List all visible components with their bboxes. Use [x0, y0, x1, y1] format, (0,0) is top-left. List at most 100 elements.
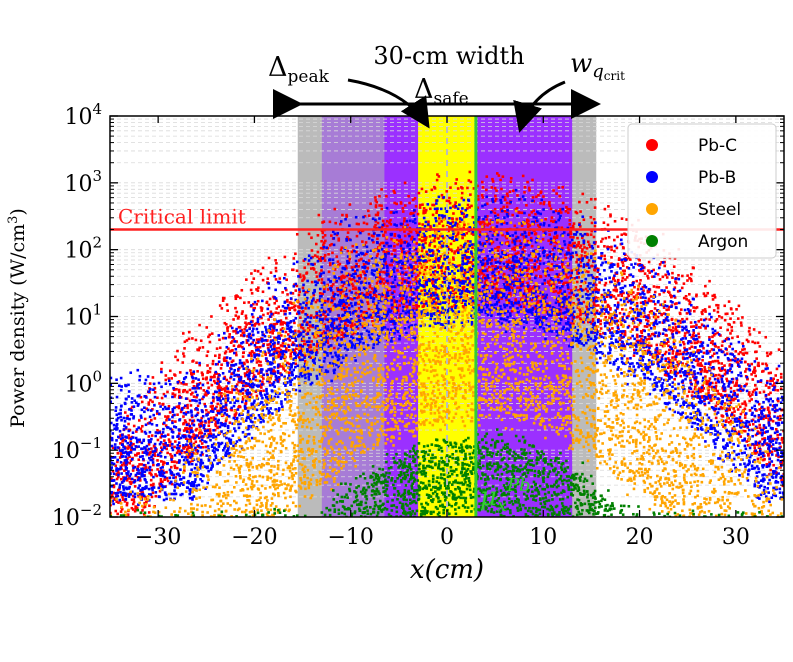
data-point [184, 397, 188, 400]
data-point [594, 278, 598, 281]
data-point [780, 436, 784, 440]
data-point [113, 498, 116, 501]
data-point [725, 379, 729, 383]
data-point [330, 317, 333, 321]
data-point [710, 315, 713, 319]
data-point [655, 285, 659, 289]
data-point [224, 323, 228, 326]
data-point [691, 266, 695, 269]
data-point [369, 296, 373, 300]
data-point [462, 285, 466, 289]
data-point [339, 222, 342, 226]
data-point [443, 214, 446, 218]
data-point [753, 458, 756, 462]
data-point [711, 340, 714, 343]
data-point [117, 472, 120, 475]
data-point [769, 438, 773, 441]
data-point [375, 281, 379, 285]
data-point [639, 296, 643, 299]
data-point [187, 427, 191, 431]
data-point [429, 278, 433, 282]
data-point [559, 305, 563, 308]
data-point [192, 372, 196, 375]
data-point [390, 263, 394, 267]
data-point [227, 347, 230, 350]
data-point [659, 303, 662, 307]
data-point [576, 270, 579, 274]
data-point [669, 369, 673, 373]
data-point [351, 244, 355, 248]
data-point [550, 263, 554, 266]
data-point [116, 452, 120, 455]
data-point [236, 369, 240, 372]
data-point [741, 429, 745, 433]
data-point [494, 287, 498, 290]
data-point [674, 328, 677, 331]
data-point [521, 247, 525, 251]
data-point [723, 372, 727, 376]
data-point [148, 415, 152, 419]
data-point [166, 433, 170, 436]
data-point [235, 331, 238, 335]
data-point [302, 259, 306, 262]
data-point [517, 211, 521, 214]
data-point [712, 352, 716, 356]
data-point [185, 428, 189, 432]
data-point [205, 393, 208, 397]
data-point [139, 427, 143, 431]
data-point [266, 346, 270, 350]
data-point [382, 241, 385, 245]
data-point [140, 463, 144, 466]
data-point [188, 460, 192, 464]
data-point [767, 424, 771, 427]
data-point [238, 366, 241, 370]
data-point [614, 289, 617, 292]
data-point [255, 288, 258, 291]
data-point [625, 218, 628, 221]
data-point [303, 320, 306, 323]
data-point [595, 288, 599, 291]
data-point [191, 337, 194, 340]
data-point [314, 271, 318, 274]
data-point [301, 310, 304, 314]
data-point [438, 222, 441, 225]
data-point [766, 354, 769, 358]
data-point [553, 235, 556, 239]
data-point [538, 305, 542, 309]
data-point [493, 199, 497, 203]
data-point [493, 226, 496, 230]
data-point [241, 351, 245, 355]
data-point [332, 283, 335, 286]
data-point [710, 385, 714, 389]
data-point [348, 289, 352, 293]
data-point [633, 325, 636, 329]
data-point [636, 335, 639, 339]
data-point [724, 312, 728, 316]
data-point [710, 399, 713, 402]
data-point [677, 352, 680, 356]
data-point [527, 289, 531, 293]
data-point [376, 301, 380, 305]
data-point [188, 418, 192, 422]
data-point [393, 201, 396, 205]
data-point [131, 508, 135, 511]
data-point [340, 307, 344, 311]
data-point [468, 280, 472, 283]
data-point [295, 347, 298, 351]
data-point [519, 298, 523, 301]
data-point [534, 232, 538, 235]
data-point [732, 457, 736, 461]
data-point [255, 361, 259, 364]
data-point [511, 247, 514, 251]
data-point [716, 331, 719, 335]
data-point [626, 357, 629, 361]
data-point [152, 382, 156, 386]
data-point [201, 424, 205, 427]
data-point [753, 341, 757, 345]
data-point [150, 495, 154, 499]
data-point [314, 353, 318, 357]
data-point [629, 306, 632, 310]
data-point [271, 313, 275, 316]
data-point [450, 308, 454, 311]
data-point [769, 468, 772, 472]
